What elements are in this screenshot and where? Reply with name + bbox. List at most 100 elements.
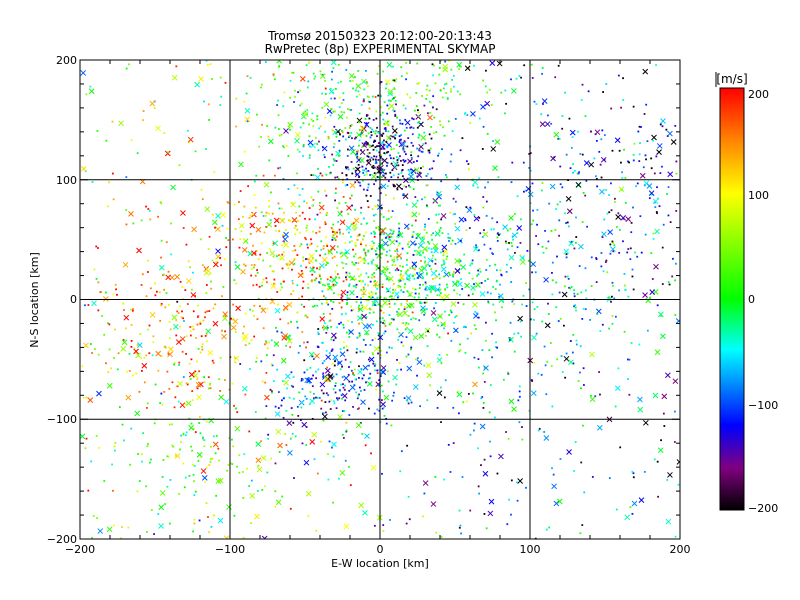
scatter-point <box>360 301 362 304</box>
scatter-point <box>667 214 670 217</box>
scatter-point <box>401 278 404 281</box>
scatter-point <box>389 519 391 521</box>
scatter-point <box>214 303 217 306</box>
scatter-point-cross <box>511 232 518 239</box>
scatter-point-cross <box>348 329 354 335</box>
scatter-point <box>399 264 402 267</box>
scatter-point <box>481 236 484 238</box>
scatter-point <box>585 297 588 300</box>
scatter-point <box>165 241 168 244</box>
scatter-point <box>347 148 349 151</box>
scatter-point-cross <box>397 311 403 318</box>
scatter-point <box>381 270 384 273</box>
scatter-point <box>256 271 259 274</box>
scatter-point-cross <box>279 255 286 261</box>
scatter-point <box>454 316 456 319</box>
scatter-point <box>344 201 347 204</box>
scatter-point <box>425 334 427 337</box>
scatter-point-cross <box>416 172 423 178</box>
scatter-point <box>392 394 395 397</box>
scatter-point <box>406 326 408 329</box>
scatter-point <box>471 293 474 295</box>
scatter-point <box>348 330 351 333</box>
scatter-point-cross <box>365 160 372 166</box>
scatter-point <box>272 74 275 77</box>
scatter-point <box>612 250 615 253</box>
scatter-point <box>209 382 212 385</box>
scatter-point <box>398 222 400 225</box>
scatter-point <box>219 104 222 106</box>
scatter-point-cross <box>457 237 463 244</box>
scatter-point <box>336 273 339 276</box>
scatter-point <box>389 138 392 140</box>
scatter-point <box>204 311 207 314</box>
scatter-point <box>194 150 197 153</box>
scatter-point <box>194 295 197 297</box>
scatter-point <box>581 524 584 526</box>
scatter-point <box>355 95 358 98</box>
scatter-point <box>354 76 356 79</box>
scatter-point <box>97 353 100 356</box>
scatter-point <box>200 455 203 458</box>
scatter-point <box>357 407 360 410</box>
scatter-point <box>477 358 480 361</box>
scatter-point <box>307 377 310 379</box>
scatter-point <box>390 176 393 179</box>
scatter-point <box>615 508 618 511</box>
scatter-point <box>376 205 379 208</box>
scatter-point <box>373 412 376 415</box>
scatter-point <box>351 137 353 140</box>
scatter-point <box>87 304 90 306</box>
scatter-point <box>185 353 188 355</box>
scatter-point <box>532 219 535 222</box>
scatter-point <box>278 65 281 68</box>
scatter-point <box>82 396 85 399</box>
scatter-point <box>638 160 641 162</box>
scatter-point <box>336 397 338 400</box>
scatter-point <box>550 365 553 367</box>
scatter-point <box>328 400 331 403</box>
scatter-point <box>381 111 384 114</box>
scatter-point <box>346 178 349 180</box>
scatter-point <box>473 324 476 327</box>
scatter-point <box>403 160 406 163</box>
scatter-point <box>130 340 133 342</box>
scatter-point <box>265 354 268 357</box>
scatter-point <box>345 271 348 274</box>
scatter-point <box>314 370 317 373</box>
scatter-point <box>528 153 531 155</box>
scatter-point <box>535 332 538 335</box>
scatter-point <box>435 131 438 134</box>
scatter-point-cross <box>409 240 416 247</box>
scatter-point <box>423 256 426 259</box>
scatter-point <box>420 266 423 268</box>
scatter-point <box>454 222 456 225</box>
scatter-point <box>282 380 284 382</box>
scatter-point <box>366 142 369 144</box>
scatter-point <box>433 116 436 119</box>
scatter-point <box>223 258 226 260</box>
scatter-point <box>186 383 189 386</box>
scatter-point <box>488 264 491 267</box>
scatter-point <box>235 125 238 128</box>
scatter-point <box>511 300 514 303</box>
scatter-point <box>563 324 565 327</box>
scatter-point <box>308 218 311 221</box>
scatter-point <box>393 88 396 91</box>
scatter-point <box>334 391 337 394</box>
scatter-point <box>193 480 195 483</box>
scatter-point <box>110 367 113 370</box>
scatter-point <box>481 396 484 398</box>
scatter-point <box>105 362 107 365</box>
scatter-point <box>645 103 648 106</box>
scatter-point <box>371 351 374 354</box>
scatter-point <box>373 220 376 222</box>
scatter-point <box>593 157 596 160</box>
scatter-point <box>426 205 429 208</box>
scatter-point-cross <box>411 202 418 208</box>
scatter-point <box>370 145 373 148</box>
scatter-point <box>395 240 398 243</box>
scatter-point <box>191 399 194 402</box>
scatter-point <box>362 172 365 174</box>
scatter-point <box>432 232 434 235</box>
